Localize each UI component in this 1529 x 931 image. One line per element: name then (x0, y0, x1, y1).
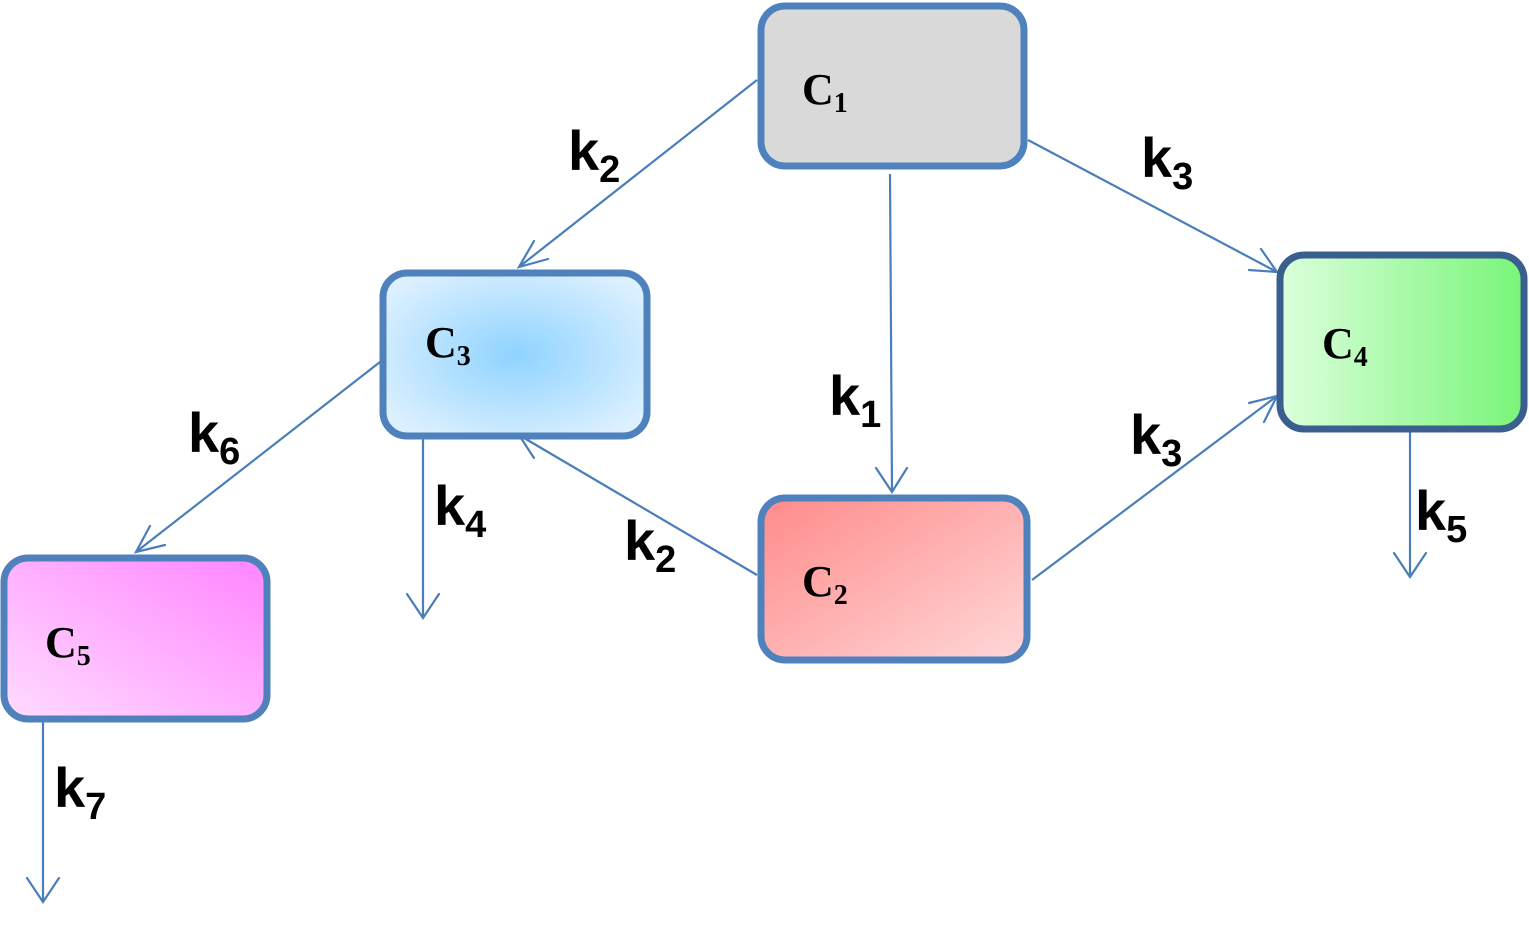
rate-label-k3-c1-c4: k3 (1141, 126, 1193, 198)
compartment-c5: C5 (0, 554, 271, 723)
compartment-c4: C4 (1276, 251, 1528, 433)
compartment-c3-label: C3 (425, 318, 471, 372)
compartment-c2: C2 (757, 494, 1031, 664)
compartment-c3: C3 (379, 269, 651, 440)
compartment-c1-label: C1 (802, 65, 848, 119)
rate-label-k6: k6 (188, 401, 240, 473)
compartment-c2-label: C2 (802, 557, 848, 611)
rate-label-k2-c2-c3: k2 (624, 509, 676, 581)
rate-label-k2-c1-c3: k2 (568, 119, 620, 191)
compartment-c5-label: C5 (45, 618, 91, 672)
rate-label-k4: k4 (434, 474, 486, 546)
rate-label-k7: k7 (54, 756, 106, 828)
edge-c1-c4 (1027, 139, 1280, 274)
edge-c4-out (1392, 432, 1428, 579)
compartment-c1: C1 (757, 2, 1028, 170)
compartment-c4-label: C4 (1322, 319, 1368, 373)
edge-c5-out (25, 716, 61, 904)
edge-c1-c2 (874, 173, 909, 495)
rate-label-k1: k1 (829, 364, 881, 436)
rate-label-k5: k5 (1415, 479, 1467, 551)
edge-c1-c3 (516, 79, 758, 269)
rate-label-k3-c2-c4: k3 (1130, 403, 1182, 475)
edge-c3-out (405, 430, 441, 620)
edge-c3-c5 (133, 361, 381, 554)
